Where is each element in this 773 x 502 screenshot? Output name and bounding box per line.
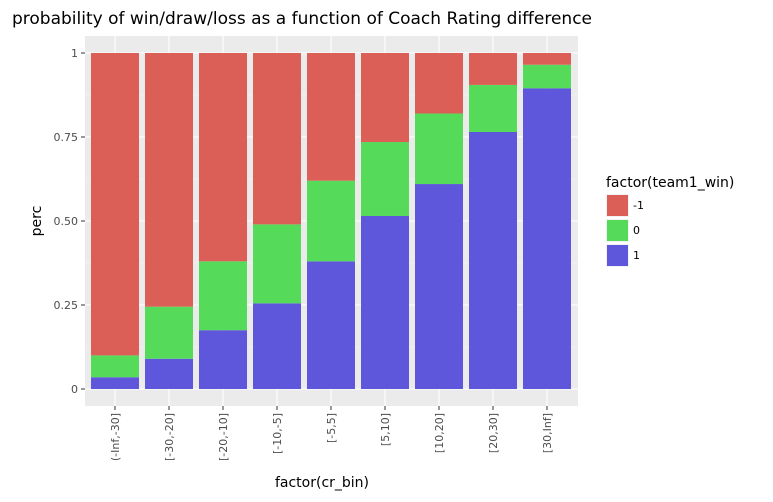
bar-segment [523,53,571,65]
y-tick-label: 0.25 [54,299,79,312]
bar-segment [307,261,355,389]
bar-segment [253,303,301,389]
legend-swatch [607,195,628,216]
x-tick-label: [30,Inf] [541,413,554,453]
bar-segment [199,53,247,262]
bar-segment [415,53,463,114]
y-axis-title: perc [29,206,45,237]
bar-segment [361,215,409,389]
x-tick-label: [-30,-20] [163,413,176,461]
y-tick-label: 0 [71,383,78,396]
x-tick-label: [-20,-10] [217,413,230,461]
bar-segment [91,53,139,356]
x-axis-title: factor(cr_bin) [275,475,369,491]
y-tick-label: 0.75 [54,131,79,144]
bar-segment [91,355,139,378]
bar-segment [307,53,355,181]
x-tick-label: [20,30] [487,413,500,453]
bar-segment [469,53,517,85]
x-tick-label: [5,10] [379,413,392,446]
legend-label: 0 [633,224,640,237]
bar-segment [145,358,193,389]
bars [91,53,571,389]
chart-title: probability of win/draw/loss as a functi… [12,9,592,29]
legend: factor(team1_win) -1 0 1 [606,175,734,267]
bar-segment [253,53,301,225]
y-tick-label: 0.50 [54,215,79,228]
legend-title: factor(team1_win) [606,175,734,191]
bar-segment [253,224,301,304]
bar-segment [469,131,517,389]
x-tick-label: [-5,5] [325,413,338,443]
y-tick-label: 1 [71,47,78,60]
x-tick-label: [-10,-5] [271,413,284,454]
legend-swatch [607,245,628,266]
bar-segment [523,88,571,389]
bar-segment [415,184,463,389]
bar-segment [523,64,571,89]
bar-segment [415,113,463,185]
y-axis: 0 0.25 0.50 0.75 1 [54,47,85,396]
x-axis: (-Inf,-30] [-30,-20] [-20,-10] [-10,-5] [-5,… [109,406,554,461]
bar-segment [91,377,139,389]
x-tick-label: [10,20] [433,413,446,453]
bar-segment [469,84,517,132]
legend-swatch [607,220,628,241]
bar-segment [145,306,193,359]
legend-label: -1 [633,199,644,212]
bar-segment [199,261,247,331]
bar-segment [361,142,409,216]
bar-segment [307,180,355,262]
bar-segment [145,53,193,307]
legend-label: 1 [633,249,640,262]
bar-segment [361,53,409,143]
bar-segment [199,330,247,389]
x-tick-label: (-Inf,-30] [109,413,122,461]
